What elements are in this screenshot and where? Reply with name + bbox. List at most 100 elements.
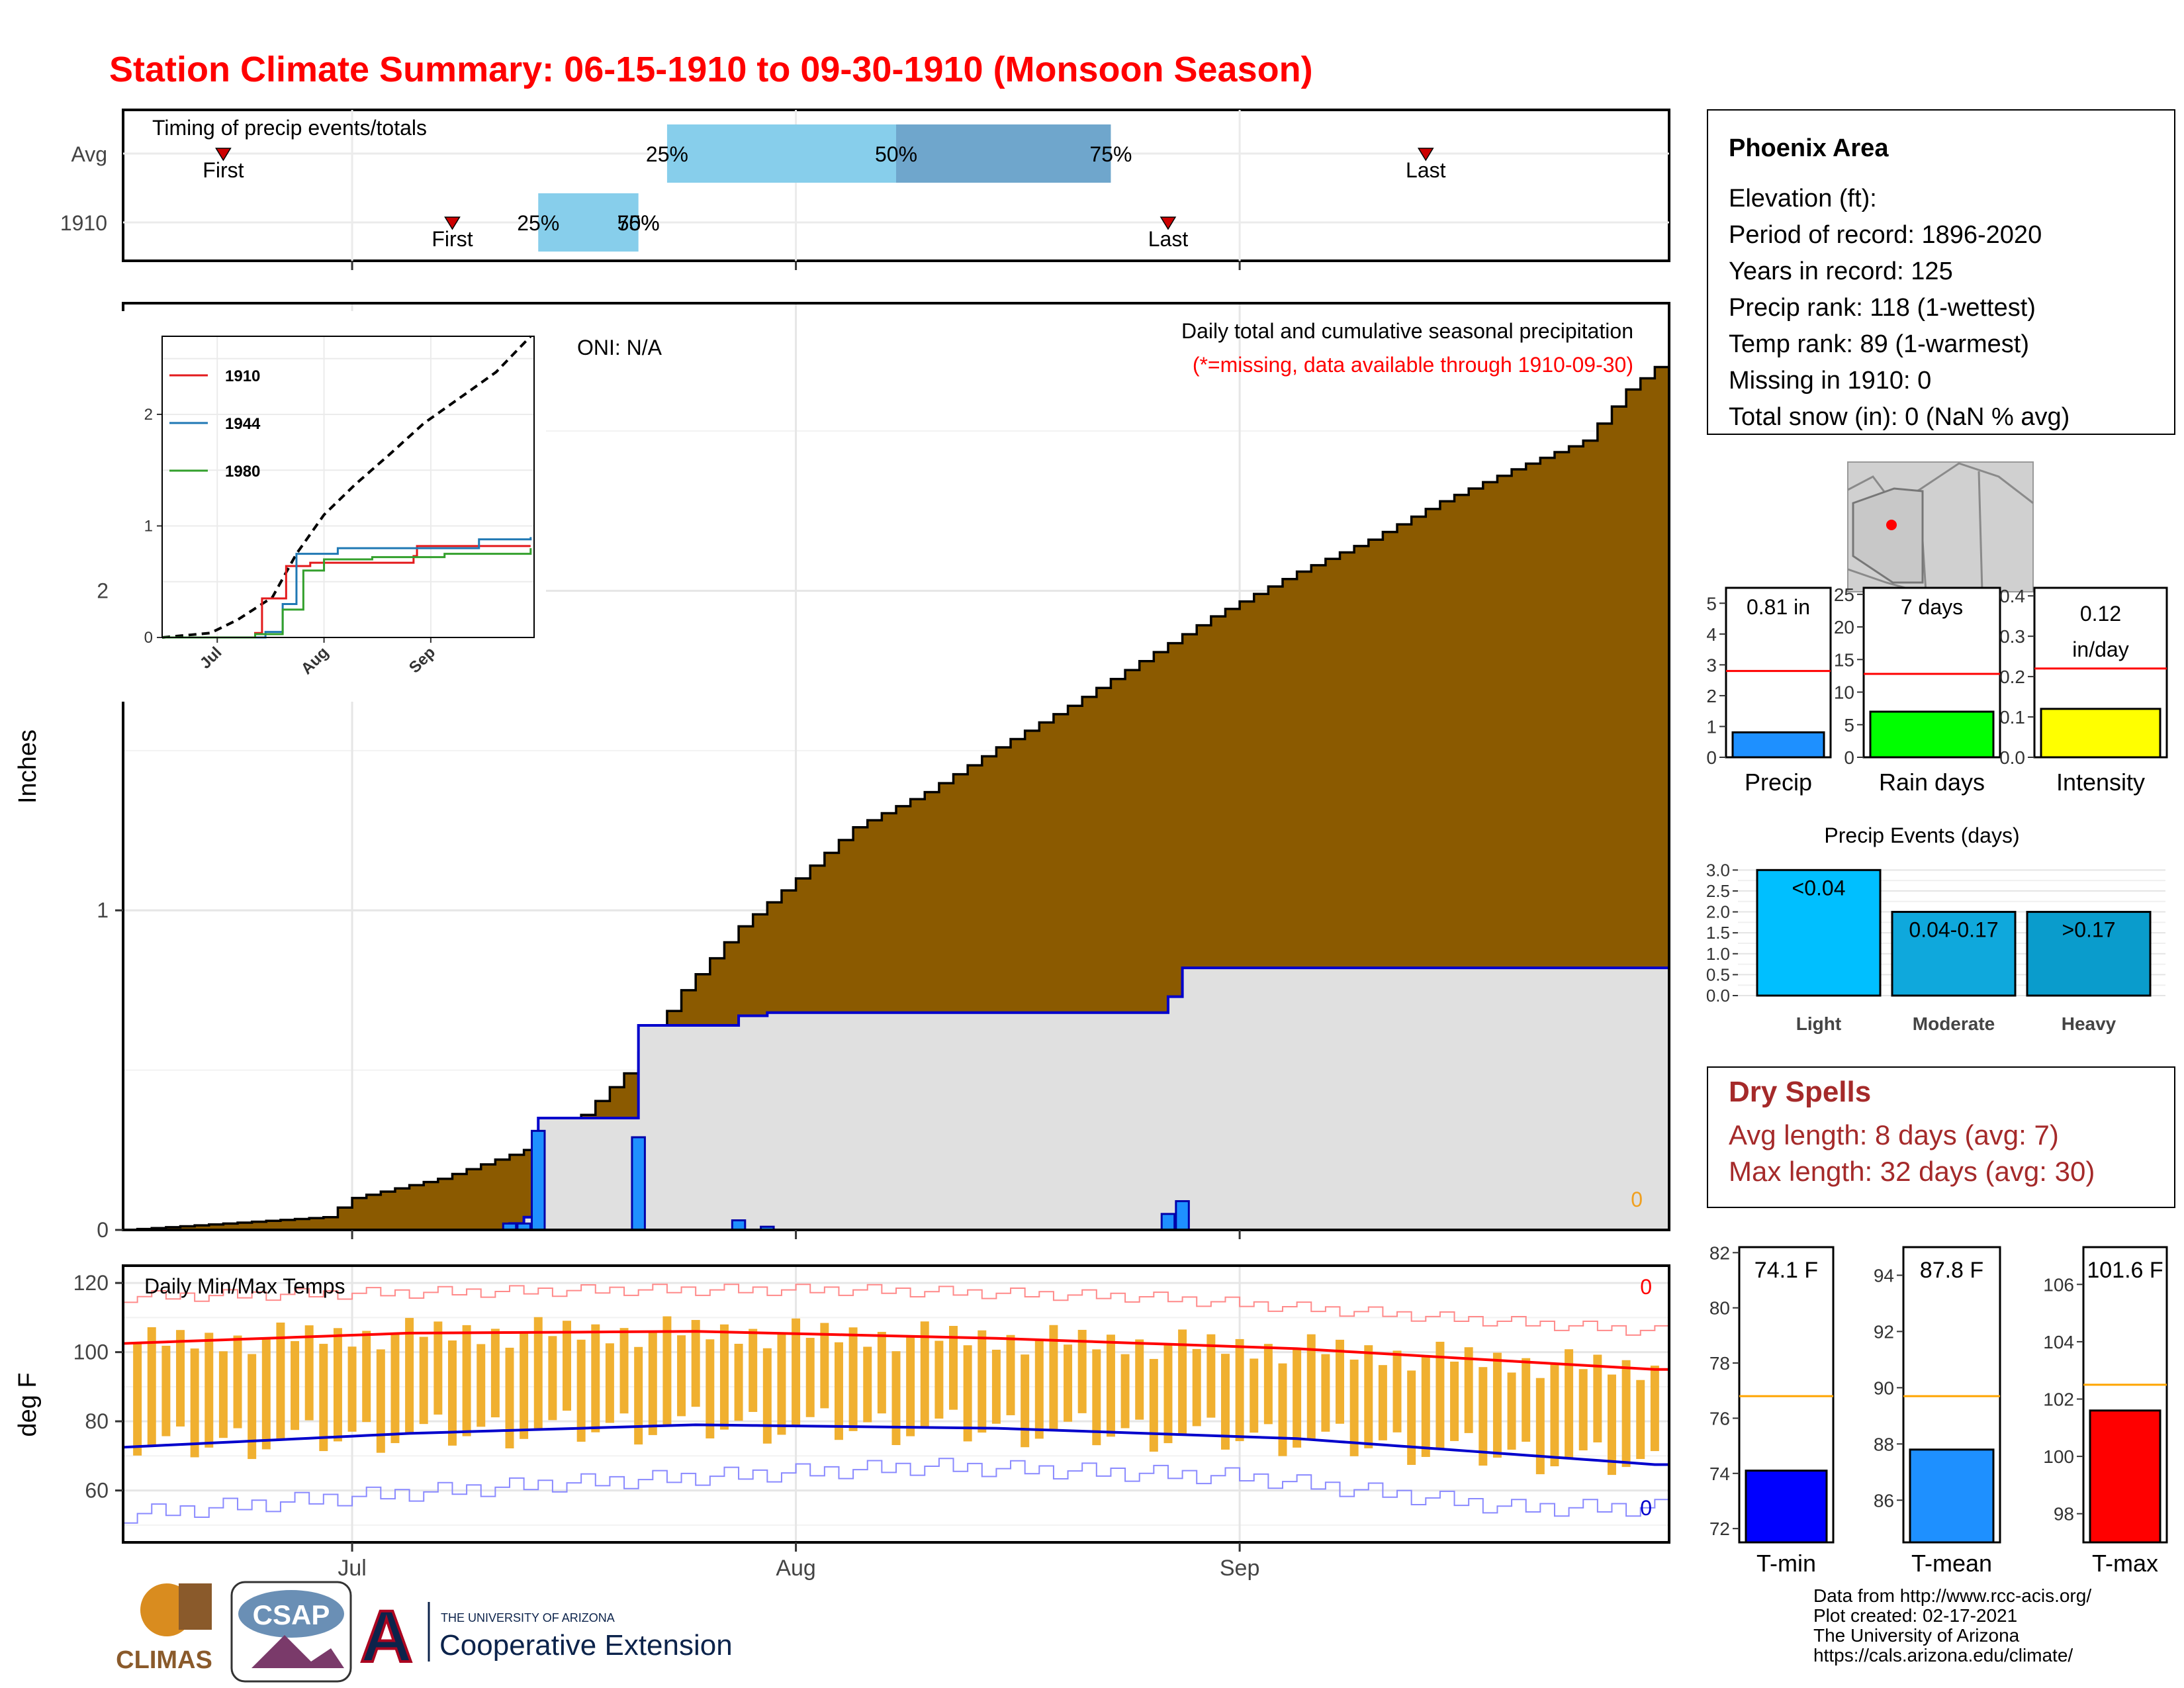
temp-bar-ytick-label: 86 — [1874, 1490, 1894, 1511]
locator-map — [1847, 461, 2034, 593]
record-min-line — [123, 1458, 1670, 1524]
daily-minmax-bar — [490, 1329, 500, 1418]
daily-minmax-bar — [1636, 1380, 1645, 1460]
daily-minmax-bar — [1492, 1352, 1502, 1458]
temp-bar-t-mean: 86 88 90 92 94 87.8 F T-mean — [1874, 1246, 2001, 1577]
mini-bar-value — [1869, 710, 1995, 759]
daily-minmax-bar — [1006, 1335, 1015, 1415]
daily-minmax-bar — [218, 1351, 228, 1438]
info-elevation: Elevation (ft): — [1729, 185, 1877, 212]
events-ytick-label: 2.5 — [1706, 881, 1730, 901]
temp-bar-ytick-label: 90 — [1874, 1378, 1894, 1398]
event-bar-heavy — [2026, 911, 2152, 997]
daily-minmax-bar — [1650, 1366, 1659, 1452]
info-temp-rank: Temp rank: 89 (1-warmest) — [1729, 330, 2029, 358]
marker-label-first: First — [432, 227, 473, 251]
temp-bar-ytick-label: 104 — [2043, 1332, 2074, 1352]
daily-minmax-bar — [792, 1318, 801, 1427]
daily-minmax-bar — [1135, 1339, 1144, 1420]
marker-last — [1160, 216, 1177, 230]
footer-credits: Data from http://www.rcc-acis.org/ Plot … — [1813, 1585, 2091, 1665]
mini-bar-value-label: 0.81 in — [1747, 595, 1810, 619]
event-category-label: Heavy — [2062, 1013, 2116, 1034]
daily-minmax-bar — [1120, 1354, 1130, 1429]
mini-bar-value-label: 0.12 — [2080, 602, 2121, 626]
dry-spells-max: Max length: 32 days (avg: 30) — [1729, 1156, 2095, 1187]
daily-minmax-bar — [1349, 1359, 1359, 1456]
precip-panel-frame — [122, 302, 1670, 1231]
credit-url: https://cals.arizona.edu/climate/ — [1813, 1645, 2073, 1665]
temp-bar-category-label: T-max — [2092, 1550, 2158, 1577]
daily-minmax-bar — [749, 1329, 758, 1412]
daily-precip-bar — [631, 1136, 646, 1231]
timing-row-1910: 1910 — [60, 211, 107, 235]
pct-label-25: 25% — [517, 211, 559, 235]
temp-bar-ytick-label: 72 — [1709, 1519, 1730, 1539]
daily-minmax-bar — [276, 1322, 285, 1440]
precip-panel: 0 1 2 Inches ONI: N/A Daily total and cumu… — [14, 302, 1670, 1242]
marker-label-first: First — [203, 158, 244, 182]
temp-xtick-label: Jul — [338, 1556, 366, 1581]
daily-minmax-bar — [777, 1333, 786, 1435]
mini-bar-ytick-label: 25 — [1834, 585, 1854, 605]
daily-minmax-bar — [1336, 1339, 1345, 1424]
daily-minmax-bar — [834, 1342, 843, 1440]
daily-minmax-bar — [1522, 1358, 1531, 1442]
mini-bar-ytick-label: 15 — [1834, 649, 1854, 670]
events-ytick-label: 0.5 — [1706, 964, 1730, 984]
daily-minmax-bar — [705, 1339, 715, 1438]
events-title: Precip Events (days) — [1824, 823, 2019, 847]
mini-bar-rain-days: 0 5 10 15 20 25 7 days Rain days — [1834, 585, 2001, 796]
daily-minmax-bar — [934, 1340, 944, 1419]
daily-minmax-bar — [1178, 1329, 1187, 1435]
pct-label-50: 50% — [617, 211, 660, 235]
daily-minmax-bar — [1220, 1354, 1230, 1450]
events-ytick-label: 1.0 — [1706, 944, 1730, 964]
daily-minmax-bar — [605, 1343, 614, 1423]
dry-spells-avg: Avg length: 8 days (avg: 7) — [1729, 1119, 2059, 1150]
missing-note: (*=missing, data available through 1910-… — [1193, 353, 1633, 377]
daily-minmax-bar — [147, 1327, 156, 1446]
precip-content — [123, 365, 1670, 1231]
daily-minmax-bar — [1321, 1354, 1330, 1432]
precip-events-chart: Precip Events (days) 0.00.51.01.52.02.53… — [1706, 823, 2165, 1034]
climas-text: CLIMAS — [116, 1646, 212, 1674]
ua-small-text: THE UNIVERSITY OF ARIZONA — [441, 1611, 615, 1624]
temp-bar-ytick-label: 88 — [1874, 1434, 1894, 1454]
coop-extension-text: Cooperative Extension — [439, 1629, 733, 1662]
temp-bar-ytick-label: 100 — [2043, 1446, 2074, 1467]
temp-xtick-label: Sep — [1220, 1556, 1260, 1581]
pct-label-75: 75% — [1089, 142, 1132, 166]
temp-ytick-label: 80 — [85, 1409, 109, 1433]
precip-ytick-label: 1 — [97, 898, 109, 922]
daily-minmax-bar — [1535, 1378, 1545, 1475]
daily-minmax-bar — [291, 1340, 300, 1430]
inset-ytick-label: 1 — [144, 517, 153, 535]
daily-minmax-bar — [634, 1346, 643, 1445]
temp-bar-t-max: 98 100 102 104 106 101.6 F T-max — [2043, 1246, 2168, 1577]
temp-bar-ytick-label: 74 — [1709, 1464, 1730, 1484]
mini-bar-value — [2040, 708, 2161, 759]
precip-missing-count: 0 — [1631, 1188, 1643, 1211]
daily-minmax-bar — [1378, 1365, 1387, 1440]
daily-minmax-bar — [333, 1328, 342, 1442]
daily-minmax-bar — [362, 1331, 371, 1423]
daily-minmax-bar — [762, 1348, 772, 1444]
daily-minmax-bar — [462, 1325, 471, 1436]
temp-missing-min: 0 — [1640, 1496, 1652, 1520]
temp-bar-value — [1745, 1470, 1828, 1544]
mini-bar-ytick-label: 4 — [1706, 624, 1717, 645]
daily-minmax-bar — [1034, 1339, 1044, 1439]
events-ytick-label: 0.0 — [1706, 986, 1730, 1006]
event-bar-moderate — [1891, 911, 2017, 997]
daily-minmax-bar — [1578, 1369, 1588, 1451]
daily-minmax-bar — [190, 1348, 199, 1458]
mini-bar-intensity: 0.0 0.1 0.2 0.3 0.4 0.12 in/day Intensity — [1999, 586, 2168, 796]
climas-mesa-shape — [179, 1583, 212, 1630]
inset-legend-label: 1910 — [225, 367, 260, 385]
mini-bar-frame — [1725, 586, 1832, 759]
precip-ytick-label: 0 — [97, 1218, 109, 1242]
daily-minmax-bar — [405, 1317, 414, 1434]
